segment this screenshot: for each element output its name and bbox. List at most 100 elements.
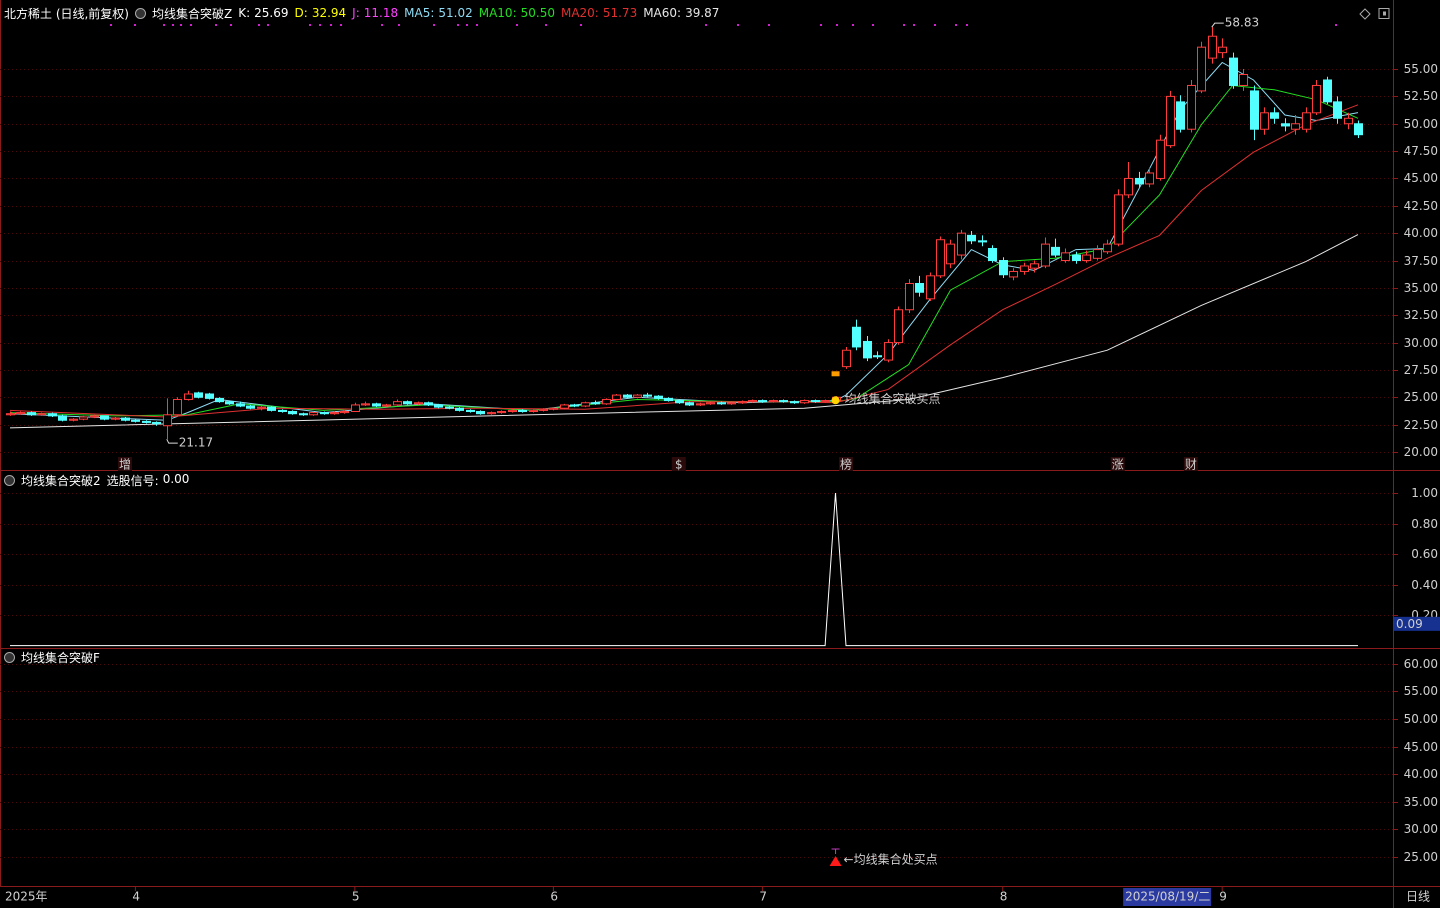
candle-body <box>1197 46 1206 92</box>
y-tick-label: 35.00 <box>1404 281 1438 295</box>
icon <box>1378 8 1390 19</box>
candle-body <box>978 240 987 243</box>
y-tick-label: 25.00 <box>1404 390 1438 404</box>
legend-value: 51.02 <box>438 6 473 20</box>
candle-body <box>717 402 726 405</box>
panel-header: 北方稀土 (日线,前复权) 均线集合突破Z K: 25.69 D: 32.94 J: 11.1… <box>4 5 719 21</box>
candle-body <box>215 397 224 403</box>
candle-body <box>205 393 214 399</box>
indicator-name: 均线集合突破Z <box>152 6 233 21</box>
candle-body <box>664 397 673 402</box>
y-tick-label: 40.00 <box>1404 767 1438 781</box>
period-label: 日线 <box>1406 890 1430 904</box>
y-tick-label: 45.00 <box>1404 740 1438 754</box>
candle-body <box>602 398 611 405</box>
panel-title: 北方稀土 (日线,前复权) <box>4 6 129 21</box>
candle-body <box>121 417 130 421</box>
candle-body <box>194 392 203 398</box>
y-tick-label: 27.50 <box>1404 363 1438 377</box>
candle-body <box>1291 123 1300 130</box>
readout-name: D: <box>294 6 308 20</box>
candle-body <box>539 408 548 411</box>
candle-body <box>100 415 109 420</box>
candle-body <box>926 275 935 300</box>
candle-body <box>779 400 788 403</box>
legend-entry: MA5: 51.02 <box>404 6 473 20</box>
flag <box>831 371 840 377</box>
candle-body <box>257 406 266 409</box>
x-tick-label: 4 <box>132 890 140 904</box>
readout-name: 选股信号: <box>106 473 159 488</box>
legend-entry: MA10: 50.50 <box>479 6 555 20</box>
candle-body <box>1166 95 1175 147</box>
icon <box>1359 8 1371 20</box>
x-tick-label: 9 <box>1219 890 1227 904</box>
candle-body <box>685 402 694 406</box>
y-tick-label: 1.00 <box>1411 486 1438 500</box>
candle-body <box>790 401 799 404</box>
candle-body <box>999 260 1008 276</box>
candle-body <box>37 413 46 416</box>
line-series <box>9 104 1359 418</box>
readout-value: 11.18 <box>363 6 399 20</box>
candle-body <box>769 400 778 403</box>
candle-body <box>508 409 517 413</box>
candle-body <box>361 403 370 406</box>
candle-body <box>529 409 538 413</box>
legend-name: MA60: <box>643 6 682 20</box>
min-label: 21.17 <box>179 436 213 450</box>
candle-body <box>873 355 882 358</box>
candle-body <box>800 400 809 404</box>
y-tick-label: 20.00 <box>1404 445 1438 459</box>
marker-label: ←均线集合处买点 <box>844 852 938 867</box>
candle-body <box>340 411 349 414</box>
candle-body <box>1354 123 1363 136</box>
candle-body <box>1208 35 1217 59</box>
x-tick-label: 7 <box>759 890 767 904</box>
candle-body <box>58 415 67 421</box>
event-label: 榜 <box>840 457 852 472</box>
candle-body <box>476 411 485 415</box>
candle-body <box>1030 263 1039 269</box>
candle-body <box>16 412 25 415</box>
candle-body <box>957 232 966 256</box>
candle-body <box>1009 270 1018 278</box>
y-tick-label: 32.50 <box>1404 308 1438 322</box>
event-badge <box>839 457 853 471</box>
panel-title: 均线集合突破F <box>21 650 100 665</box>
line-series <box>9 234 1359 429</box>
candle-body <box>48 413 57 417</box>
readout: J: 11.18 <box>352 6 398 20</box>
candle-body <box>455 407 464 411</box>
candle-body <box>967 234 976 242</box>
candle-body <box>852 326 861 348</box>
candle-body <box>1323 79 1332 103</box>
candle-body <box>1250 90 1259 130</box>
candle-body <box>988 247 997 262</box>
candle-body <box>758 400 767 403</box>
candle-body <box>1103 243 1112 253</box>
candle-body <box>466 409 475 413</box>
legend-name: MA10: <box>478 6 517 20</box>
event-label: 财 <box>1185 458 1197 472</box>
legend-entry: MA60: 39.87 <box>643 6 719 20</box>
y-tick-label: 47.50 <box>1404 144 1438 158</box>
candle-body <box>1082 254 1091 262</box>
candle-body <box>696 403 705 406</box>
candle-body <box>1344 117 1353 125</box>
legend-name: MA5: <box>404 6 435 20</box>
candle-body <box>403 401 412 405</box>
y-tick-label: 40.00 <box>1404 226 1438 240</box>
candle-body <box>570 404 579 407</box>
candle-body <box>748 400 757 403</box>
candle-body <box>309 412 318 416</box>
icon <box>1383 11 1386 16</box>
panel-title: 均线集合突破2 <box>21 473 101 488</box>
event-label: 涨 <box>1112 457 1124 472</box>
candle-body <box>1312 84 1321 114</box>
y-tick-label: 42.50 <box>1404 199 1438 213</box>
candle-body <box>1061 252 1070 262</box>
y-tick-label: 0.80 <box>1411 517 1438 531</box>
cursor-value-box <box>1394 616 1440 631</box>
